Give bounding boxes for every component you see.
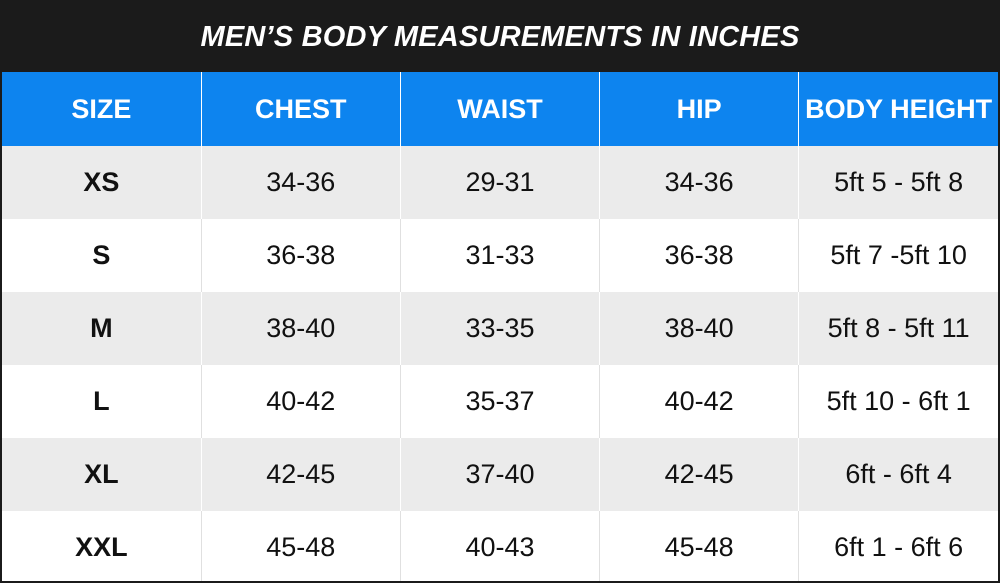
size-cell: M bbox=[2, 292, 202, 365]
table-row: XXL 45-48 40-43 45-48 6ft 1 - 6ft 6 bbox=[2, 511, 998, 581]
body-height-cell: 5ft 8 - 5ft 11 bbox=[798, 292, 998, 365]
column-header-chest: CHEST bbox=[201, 72, 401, 146]
hip-cell: 45-48 bbox=[599, 511, 800, 581]
body-height-cell: 6ft - 6ft 4 bbox=[798, 438, 998, 511]
hip-cell: 34-36 bbox=[599, 146, 800, 219]
waist-cell: 40-43 bbox=[400, 511, 601, 581]
size-cell: XL bbox=[2, 438, 202, 511]
table-row: S 36-38 31-33 36-38 5ft 7 -5ft 10 bbox=[2, 219, 998, 292]
waist-cell: 35-37 bbox=[400, 365, 601, 438]
chest-cell: 42-45 bbox=[201, 438, 401, 511]
size-cell: XS bbox=[2, 146, 202, 219]
waist-cell: 37-40 bbox=[400, 438, 601, 511]
table-row: L 40-42 35-37 40-42 5ft 10 - 6ft 1 bbox=[2, 365, 998, 438]
hip-cell: 38-40 bbox=[599, 292, 800, 365]
body-height-cell: 5ft 7 -5ft 10 bbox=[798, 219, 998, 292]
hip-cell: 36-38 bbox=[599, 219, 800, 292]
waist-cell: 33-35 bbox=[400, 292, 601, 365]
size-cell: XXL bbox=[2, 511, 202, 581]
measurements-table: SIZE CHEST WAIST HIP BODY HEIGHT XS 34-3… bbox=[2, 72, 998, 581]
waist-cell: 29-31 bbox=[400, 146, 601, 219]
column-header-size: SIZE bbox=[2, 72, 202, 146]
chest-cell: 38-40 bbox=[201, 292, 401, 365]
chest-cell: 45-48 bbox=[201, 511, 401, 581]
column-header-row: SIZE CHEST WAIST HIP BODY HEIGHT bbox=[2, 72, 998, 146]
size-cell: L bbox=[2, 365, 202, 438]
body-height-cell: 5ft 10 - 6ft 1 bbox=[798, 365, 998, 438]
chest-cell: 36-38 bbox=[201, 219, 401, 292]
column-header-body-height: BODY HEIGHT bbox=[798, 72, 998, 146]
chest-cell: 34-36 bbox=[201, 146, 401, 219]
chart-title: MEN’S BODY MEASUREMENTS IN INCHES bbox=[2, 2, 998, 72]
column-header-hip: HIP bbox=[599, 72, 800, 146]
column-header-waist: WAIST bbox=[400, 72, 601, 146]
hip-cell: 40-42 bbox=[599, 365, 800, 438]
table-row: XS 34-36 29-31 34-36 5ft 5 - 5ft 8 bbox=[2, 146, 998, 219]
body-height-cell: 5ft 5 - 5ft 8 bbox=[798, 146, 998, 219]
body-height-cell: 6ft 1 - 6ft 6 bbox=[798, 511, 998, 581]
table-row: XL 42-45 37-40 42-45 6ft - 6ft 4 bbox=[2, 438, 998, 511]
hip-cell: 42-45 bbox=[599, 438, 800, 511]
waist-cell: 31-33 bbox=[400, 219, 601, 292]
table-row: M 38-40 33-35 38-40 5ft 8 - 5ft 11 bbox=[2, 292, 998, 365]
size-cell: S bbox=[2, 219, 202, 292]
chest-cell: 40-42 bbox=[201, 365, 401, 438]
